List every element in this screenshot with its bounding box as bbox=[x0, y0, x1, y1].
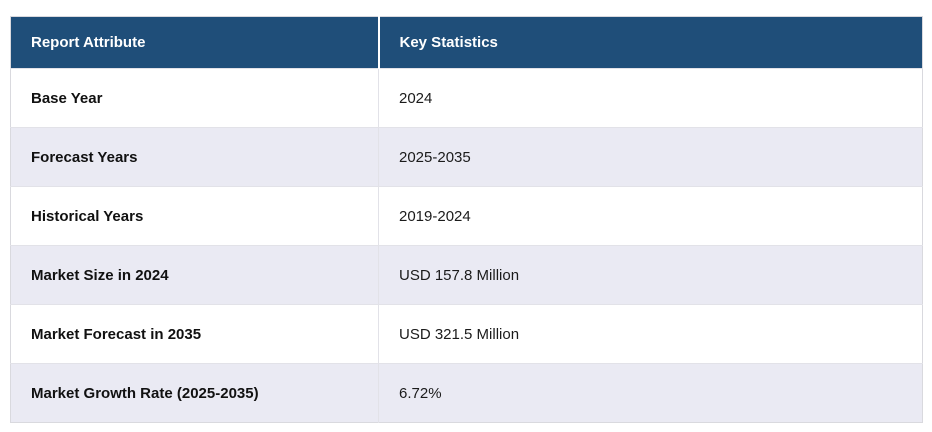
attribute-cell: Base Year bbox=[10, 68, 379, 128]
value-cell: 2025-2035 bbox=[378, 127, 923, 187]
table-row: Historical Years 2019-2024 bbox=[10, 186, 923, 246]
value-cell: 2024 bbox=[378, 68, 923, 128]
header-row: Report Attribute Key Statistics bbox=[10, 16, 923, 69]
table-row: Market Size in 2024 USD 157.8 Million bbox=[10, 245, 923, 305]
report-statistics-table: Report Attribute Key Statistics Base Yea… bbox=[10, 16, 923, 423]
table-row: Base Year 2024 bbox=[10, 68, 923, 128]
attribute-cell: Market Growth Rate (2025-2035) bbox=[10, 363, 379, 423]
value-cell: 2019-2024 bbox=[378, 186, 923, 246]
value-cell: USD 157.8 Million bbox=[378, 245, 923, 305]
attribute-cell: Market Size in 2024 bbox=[10, 245, 379, 305]
header-key-statistics: Key Statistics bbox=[377, 16, 923, 69]
table-row: Forecast Years 2025-2035 bbox=[10, 127, 923, 187]
table-body: Base Year 2024 Forecast Years 2025-2035 … bbox=[10, 68, 923, 423]
value-cell: USD 321.5 Million bbox=[378, 304, 923, 364]
attribute-cell: Forecast Years bbox=[10, 127, 379, 187]
attribute-cell: Market Forecast in 2035 bbox=[10, 304, 379, 364]
attribute-cell: Historical Years bbox=[10, 186, 379, 246]
value-cell: 6.72% bbox=[378, 363, 923, 423]
table-row: Market Forecast in 2035 USD 321.5 Millio… bbox=[10, 304, 923, 364]
table-row: Market Growth Rate (2025-2035) 6.72% bbox=[10, 363, 923, 423]
header-report-attribute: Report Attribute bbox=[10, 16, 379, 69]
